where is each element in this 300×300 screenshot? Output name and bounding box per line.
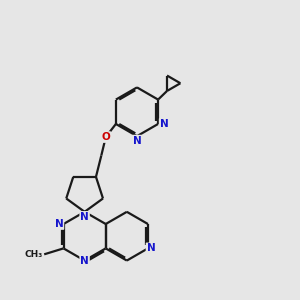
Text: N: N bbox=[160, 119, 168, 129]
Text: N: N bbox=[55, 219, 63, 229]
Text: N: N bbox=[146, 243, 155, 254]
Text: N: N bbox=[80, 256, 89, 266]
Text: CH₃: CH₃ bbox=[24, 250, 43, 259]
Text: O: O bbox=[101, 132, 110, 142]
Text: N: N bbox=[133, 136, 141, 146]
Text: N: N bbox=[80, 212, 89, 222]
